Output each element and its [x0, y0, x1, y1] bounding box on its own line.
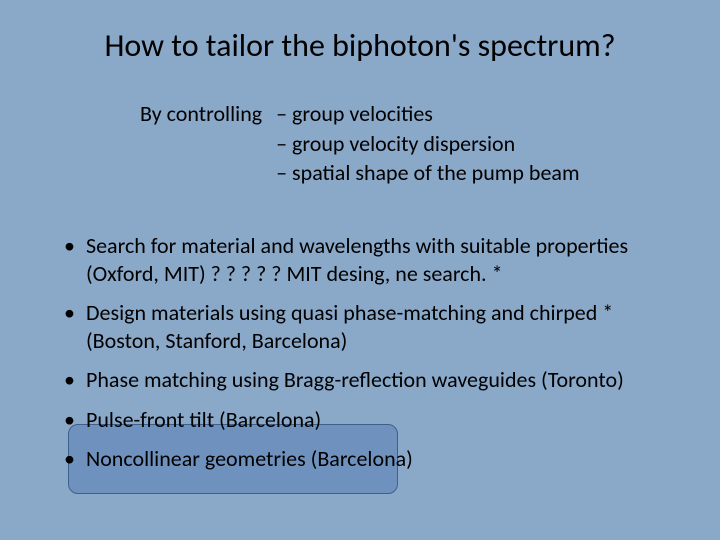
bullet-text: Phase matching using Bragg-reflection wa… — [86, 366, 624, 393]
bullet-text: Noncollinear geometries (Barcelona) — [86, 445, 413, 472]
control-item: – spatial shape of the pump beam — [276, 158, 579, 188]
bullet-text: Design materials using quasi phase-match… — [86, 299, 613, 354]
bullet-item: Search for material and wavelengths with… — [64, 232, 680, 287]
bullet-item: Phase matching using Bragg-reflection wa… — [64, 366, 680, 394]
bullet-item: Design materials using quasi phase-match… — [64, 299, 680, 354]
bullet-item: Noncollinear geometries (Barcelona) — [64, 445, 680, 473]
slide: How to tailor the biphoton's spectrum? B… — [0, 0, 720, 540]
slide-title: How to tailor the biphoton's spectrum? — [40, 26, 680, 65]
bullet-item: Pulse-front tilt (Barcelona) — [64, 406, 680, 434]
control-item: – group velocities — [276, 99, 579, 129]
control-block: By controlling – group velocities – grou… — [140, 99, 680, 188]
control-items: – group velocities – group velocity disp… — [276, 99, 579, 188]
bullet-text: Search for material and wavelengths with… — [86, 232, 628, 287]
control-label: By controlling — [140, 99, 276, 188]
control-item: – group velocity dispersion — [276, 129, 579, 159]
bullet-text: Pulse-front tilt (Barcelona) — [86, 406, 321, 433]
